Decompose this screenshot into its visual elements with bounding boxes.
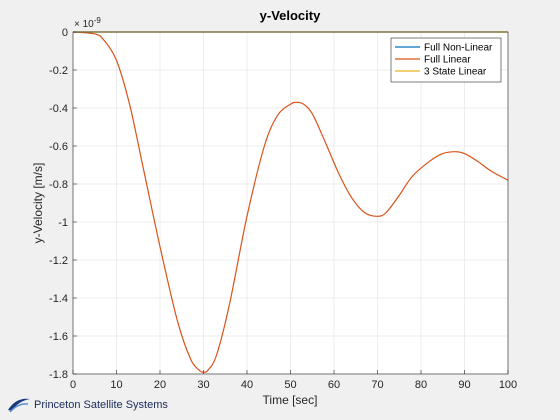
x-tick-label: 70 [371,379,383,391]
y-tick-label: -0.2 [49,65,68,77]
y-tick-label: 0 [62,27,68,39]
x-tick-label: 0 [70,379,76,391]
y-tick-label: -1.4 [49,293,68,305]
exponent-label: × 10-9 [74,16,101,30]
exponent-power: -9 [94,16,102,25]
x-tick-label: 60 [328,379,340,391]
series-line-full-linear [72,31,509,373]
y-tick-label: -1.6 [49,331,68,343]
legend-entry: 3 State Linear [424,67,487,78]
x-tick-label: 80 [415,379,427,391]
watermark: Princeton Satellite Systems [6,394,168,416]
chart-title: y-Velocity [260,8,321,23]
legend-entry: Full Linear [424,55,471,66]
y-tick-label: -0.6 [49,141,68,153]
y-tick-label: -1.8 [49,369,68,381]
x-tick-label: 10 [110,379,122,391]
legend-entry: Full Non-Linear [424,43,493,54]
x-tick-label: 30 [197,379,209,391]
y-tick-label: -0.4 [49,103,68,115]
watermark-text: Princeton Satellite Systems [34,399,168,411]
y-tick-label: -1.2 [49,255,68,267]
x-tick-label: 40 [241,379,253,391]
x-tick-label: 20 [154,379,166,391]
x-axis-label: Time [sec] [263,393,318,407]
satellite-logo-icon [8,398,30,413]
x-tick-label: 50 [284,379,296,391]
x-tick-label: 90 [458,379,470,391]
legend-box [390,37,502,83]
exponent-base: × 10 [74,19,94,30]
x-tick-label: 100 [499,379,517,391]
x-axis: 0 10 20 30 40 50 60 70 80 90 100 [70,370,517,391]
y-tick-label: -0.8 [49,179,68,191]
y-axis-label: y-Velocity [m/s] [31,163,45,244]
y-axis: 0 -0.2 -0.4 -0.6 -0.8 -1 -1.2 -1.4 -1.6 -1.8 [49,27,77,381]
y-tick-label: -1 [58,217,68,229]
